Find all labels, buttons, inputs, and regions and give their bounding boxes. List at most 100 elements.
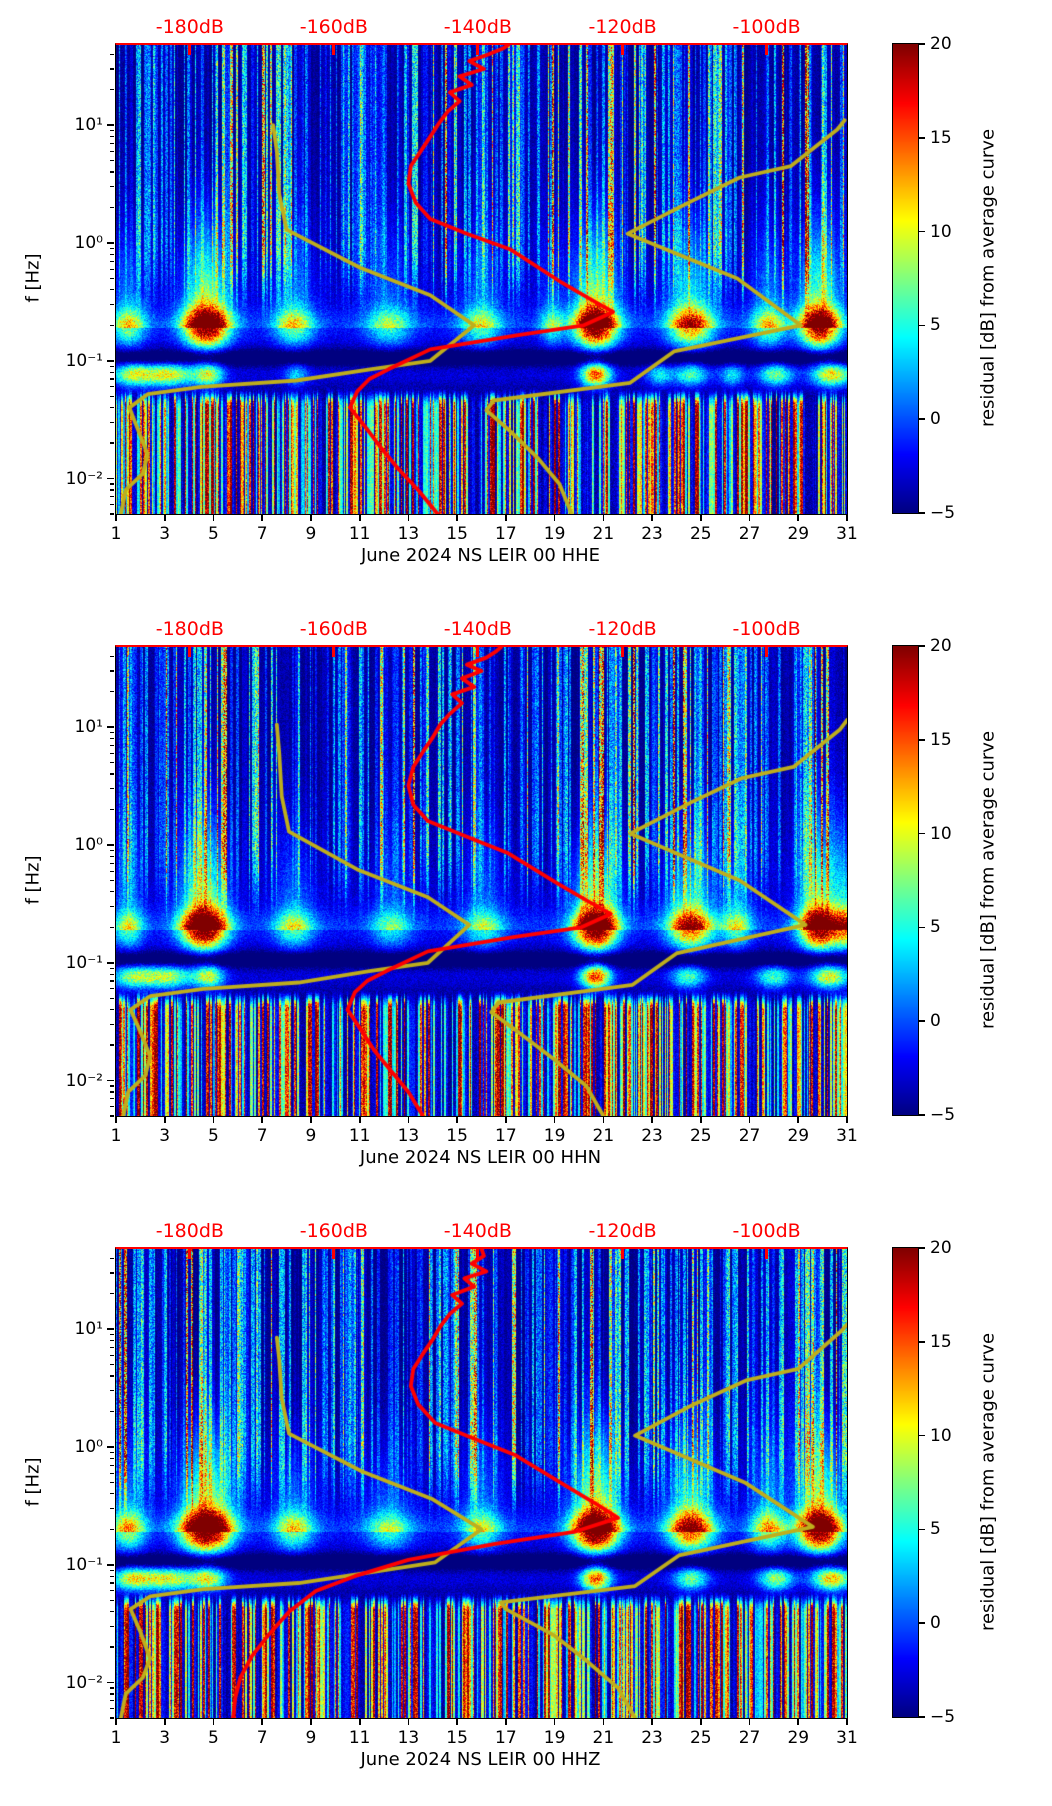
colorbar-tick — [918, 645, 925, 647]
x-tick-label: 29 — [787, 1728, 810, 1748]
panel-hhz: f [Hz] 10¹ 10⁰ 10⁻¹ 10⁻² 1 3 5 7 9 11 13 15 17 19 21 23… — [0, 1204, 1052, 1806]
y-minor-tick — [110, 1528, 115, 1530]
y-minor-tick — [110, 277, 115, 280]
y-tick-label: 10⁻¹ — [65, 952, 103, 973]
x-tick — [553, 1718, 556, 1725]
x-tick — [553, 1116, 556, 1123]
top-axis-tick — [476, 1249, 480, 1259]
y-minor-tick — [110, 862, 115, 864]
colorbar-tick-label: 5 — [930, 917, 941, 938]
colorbar-tick — [918, 230, 925, 233]
y-major-tick — [107, 359, 115, 362]
y-minor-tick — [110, 1457, 115, 1459]
y-minor-tick — [110, 1464, 115, 1466]
top-axis-label: -120dB — [588, 16, 657, 38]
y-minor-tick — [110, 1599, 115, 1601]
x-tick — [212, 514, 215, 521]
y-tick-label: 10⁰ — [74, 233, 103, 253]
x-tick-label: 15 — [446, 524, 468, 544]
y-minor-tick — [110, 691, 115, 693]
colorbar-canvas-hhz — [893, 1248, 918, 1717]
x-tick-label: 7 — [256, 524, 268, 544]
y-major-tick — [107, 1681, 115, 1684]
x-tick-label: 5 — [208, 524, 219, 544]
y-minor-tick — [110, 905, 115, 908]
y-minor-tick — [110, 1272, 115, 1274]
y-minor-tick — [110, 160, 115, 162]
y-axis-label: f [Hz] — [22, 252, 44, 303]
y-minor-tick — [110, 142, 115, 145]
y-minor-tick — [110, 260, 115, 262]
x-tick — [797, 1718, 800, 1725]
x-tick — [163, 514, 166, 521]
top-axis-tick — [765, 647, 769, 657]
x-tick-label: 7 — [256, 1126, 268, 1146]
y-minor-tick — [110, 1717, 115, 1719]
colorbar-label-hhz: residual [dB] from average curve — [977, 1332, 999, 1631]
y-minor-tick — [110, 788, 115, 790]
x-tick — [115, 1116, 117, 1123]
x-tick — [505, 1116, 507, 1123]
x-tick — [553, 514, 556, 521]
x-axis-label-hhn: June 2024 NS LEIR 00 HHN — [359, 1147, 602, 1168]
y-minor-tick — [110, 1106, 115, 1108]
colorbar-tick — [918, 1434, 925, 1437]
panel-hhe: f [Hz] 10¹ 10⁰ 10⁻¹ 10⁻² 1 3 5 7 9 11 13 15 17 19 21 23… — [0, 0, 1052, 602]
y-minor-tick — [110, 421, 115, 423]
x-tick-label: 19 — [543, 1728, 566, 1748]
y-minor-tick — [110, 1009, 115, 1011]
x-tick-label: 17 — [495, 1728, 517, 1748]
x-tick — [846, 1718, 848, 1725]
x-tick-label: 5 — [208, 1126, 219, 1146]
x-tick-label: 11 — [348, 1126, 371, 1146]
x-tick-label: 21 — [592, 1728, 615, 1748]
y-major-tick — [107, 242, 115, 244]
x-tick — [505, 1718, 507, 1725]
y-minor-tick — [110, 980, 115, 982]
y-minor-tick — [110, 808, 115, 811]
x-tick-label: 13 — [397, 524, 420, 544]
y-minor-tick — [110, 1354, 115, 1356]
x-tick — [212, 1116, 215, 1123]
y-minor-tick — [110, 407, 115, 409]
colorbar-tick — [918, 1528, 925, 1531]
colorbar-tick — [918, 418, 925, 421]
top-axis-label: -100dB — [732, 1220, 801, 1242]
y-tick-label: 10⁻² — [65, 1672, 103, 1693]
x-tick-label: 9 — [305, 1728, 317, 1748]
x-tick-label: 23 — [641, 524, 663, 544]
colorbar-canvas-hhn — [893, 646, 918, 1115]
y-minor-tick — [110, 879, 115, 882]
x-tick — [212, 1718, 215, 1725]
y-minor-tick — [110, 186, 115, 188]
x-tick — [602, 1718, 605, 1725]
y-minor-tick — [110, 206, 115, 209]
y-minor-tick — [110, 303, 115, 306]
y-minor-tick — [110, 1346, 115, 1349]
x-tick — [700, 1116, 702, 1123]
x-tick — [651, 1116, 653, 1123]
spectrogram-plot-hhe: 10¹ 10⁰ 10⁻¹ 10⁻² 1 3 5 7 9 11 13 15 17 19 21 23 25 27 29 3… — [66, 16, 858, 544]
colorbar-tick-label: 20 — [930, 34, 952, 54]
y-minor-tick — [110, 1582, 115, 1584]
top-axis-label: -160dB — [299, 1220, 368, 1242]
x-tick-label: 5 — [208, 1728, 219, 1748]
top-axis-tick — [188, 1249, 192, 1259]
colorbar-tick — [918, 137, 925, 139]
x-tick — [163, 1116, 166, 1123]
y-minor-tick — [110, 1693, 115, 1695]
x-tick — [456, 514, 459, 521]
y-axis-label: f [Hz] — [22, 1456, 44, 1507]
x-tick — [261, 514, 264, 521]
colorbar-tick-label: 10 — [930, 823, 952, 844]
colorbar-tick — [918, 832, 925, 835]
top-axis-tick — [332, 1249, 336, 1259]
y-minor-tick — [110, 1708, 115, 1710]
panel-hhn: f [Hz] 10¹ 10⁰ 10⁻¹ 10⁻² 1 3 5 7 9 11 13 15 17 19 21 23… — [0, 602, 1052, 1204]
y-tick-label: 10⁻² — [65, 468, 103, 489]
y-tick-label: 10⁻¹ — [65, 350, 103, 371]
y-minor-tick — [110, 1687, 115, 1689]
top-axis-tick — [476, 45, 480, 55]
x-tick — [163, 1718, 166, 1725]
